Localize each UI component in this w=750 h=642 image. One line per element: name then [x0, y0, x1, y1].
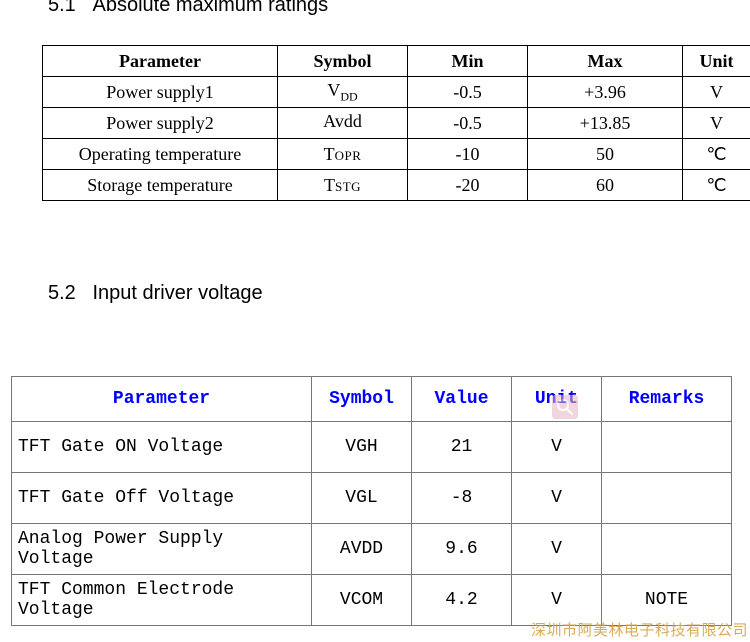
cell-value: 4.2: [412, 575, 512, 626]
cell-parameter: Analog Power Supply Voltage: [12, 524, 312, 575]
section-number: 5.1: [48, 0, 76, 16]
absolute-maximum-ratings-table: Parameter Symbol Min Max Unit Power supp…: [42, 45, 750, 201]
cell-max: 60: [528, 170, 683, 201]
col-unit: Unit: [683, 46, 750, 77]
table-header-row: Parameter Symbol Min Max Unit: [43, 46, 750, 77]
cell-unit: V: [683, 108, 750, 139]
cell-unit: ℃: [683, 139, 750, 170]
cell-remarks: [602, 473, 732, 524]
table-row: TFT Gate Off Voltage VGL -8 V: [12, 473, 732, 524]
cell-parameter: Operating temperature: [43, 139, 278, 170]
table-header-row: Parameter Symbol Value Unit Remarks: [12, 377, 732, 422]
cell-remarks: [602, 422, 732, 473]
cell-value: -8: [412, 473, 512, 524]
cell-min: -0.5: [408, 108, 528, 139]
table-row: Power supply2 Avdd -0.5 +13.85 V: [43, 108, 750, 139]
col-min: Min: [408, 46, 528, 77]
cell-min: -20: [408, 170, 528, 201]
cell-remarks: NOTE: [602, 575, 732, 626]
cell-symbol: VDD: [278, 77, 408, 108]
cell-remarks: [602, 524, 732, 575]
cell-max: +13.85: [528, 108, 683, 139]
cell-unit: ℃: [683, 170, 750, 201]
cell-min: -10: [408, 139, 528, 170]
cell-value: 21: [412, 422, 512, 473]
watermark-text: 深圳市阿美林电子科技有限公司: [531, 619, 748, 640]
col-parameter: Parameter: [43, 46, 278, 77]
table-row: Power supply1 VDD -0.5 +3.96 V: [43, 77, 750, 108]
col-parameter: Parameter: [12, 377, 312, 422]
cell-symbol: VGL: [312, 473, 412, 524]
cell-max: 50: [528, 139, 683, 170]
cell-symbol: TOPR: [278, 139, 408, 170]
cell-parameter: Storage temperature: [43, 170, 278, 201]
cell-symbol: Avdd: [278, 108, 408, 139]
table-row: Storage temperature TSTG -20 60 ℃: [43, 170, 750, 201]
cell-unit: V: [683, 77, 750, 108]
section-heading-5-1: 5.1 Absolute maximum ratings: [48, 0, 328, 17]
cell-parameter: TFT Gate ON Voltage: [12, 422, 312, 473]
table-row: Analog Power Supply Voltage AVDD 9.6 V: [12, 524, 732, 575]
cell-unit: V: [512, 473, 602, 524]
input-driver-voltage-table: Parameter Symbol Value Unit Remarks TFT …: [11, 376, 732, 626]
cell-symbol: AVDD: [312, 524, 412, 575]
section-title: Input driver voltage: [92, 282, 262, 304]
col-symbol: Symbol: [312, 377, 412, 422]
section-title: Absolute maximum ratings: [92, 0, 328, 16]
section-heading-5-2: 5.2 Input driver voltage: [48, 282, 263, 305]
table-row: TFT Common Electrode Voltage VCOM 4.2 V …: [12, 575, 732, 626]
col-max: Max: [528, 46, 683, 77]
section-number: 5.2: [48, 282, 76, 304]
cell-parameter: TFT Common Electrode Voltage: [12, 575, 312, 626]
cell-unit: V: [512, 575, 602, 626]
table-row: TFT Gate ON Voltage VGH 21 V: [12, 422, 732, 473]
col-value: Value: [412, 377, 512, 422]
cell-parameter: TFT Gate Off Voltage: [12, 473, 312, 524]
magnifier-overlay-icon: [552, 395, 578, 419]
cell-symbol: VGH: [312, 422, 412, 473]
cell-value: 9.6: [412, 524, 512, 575]
cell-max: +3.96: [528, 77, 683, 108]
cell-min: -0.5: [408, 77, 528, 108]
cell-parameter: Power supply1: [43, 77, 278, 108]
cell-parameter: Power supply2: [43, 108, 278, 139]
col-remarks: Remarks: [602, 377, 732, 422]
col-symbol: Symbol: [278, 46, 408, 77]
cell-symbol: TSTG: [278, 170, 408, 201]
cell-symbol: VCOM: [312, 575, 412, 626]
cell-unit: V: [512, 422, 602, 473]
table-row: Operating temperature TOPR -10 50 ℃: [43, 139, 750, 170]
cell-unit: V: [512, 524, 602, 575]
